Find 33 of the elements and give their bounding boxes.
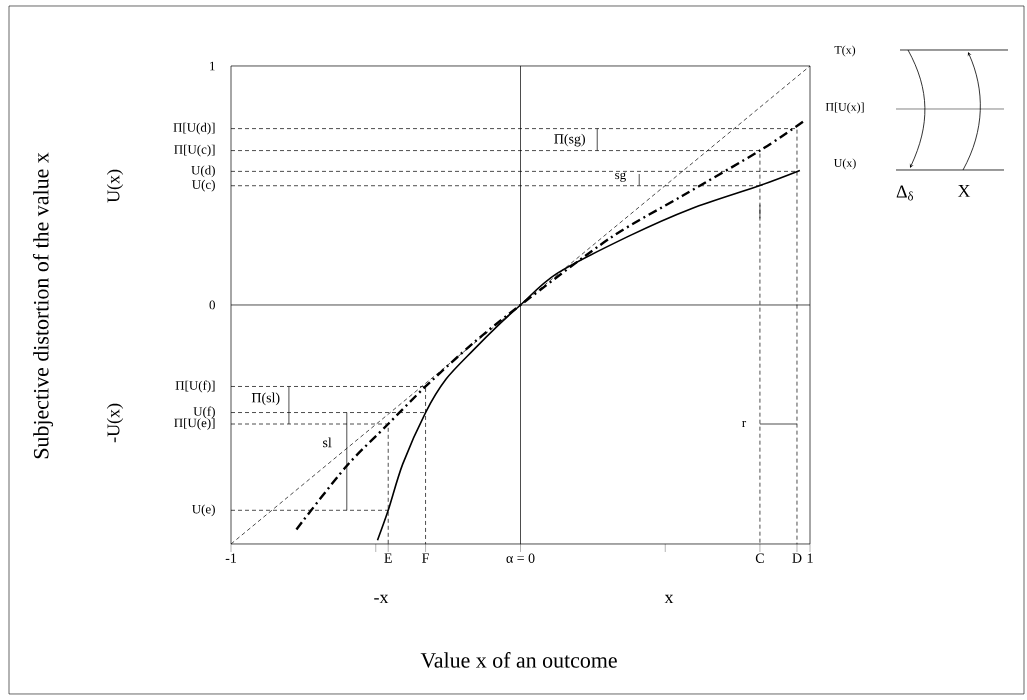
x-tick-label: D	[792, 553, 802, 563]
y-tick-label: 1	[210, 61, 215, 71]
y-tick-label: U(d)	[191, 165, 215, 178]
y-tick-label: Π[U(d)]	[173, 122, 215, 135]
annotation: sg	[615, 172, 626, 182]
y-tick-label: U(f)	[193, 406, 215, 419]
x-tick-label: C	[755, 553, 764, 563]
x-tick-label: 1	[807, 553, 813, 563]
y-tick-label: Π[U(f)]	[175, 380, 215, 393]
x-axis-title: Value x of an outcome	[420, 652, 617, 668]
annotation: Π(sl)	[251, 392, 280, 406]
y-tick-label: Π[U(c)]	[174, 144, 215, 157]
text: X	[957, 185, 971, 197]
y-tick-label: Π[U(e)]	[174, 418, 215, 430]
x-tick-label: E	[384, 553, 392, 563]
annotation: r	[742, 420, 747, 428]
text: x	[664, 594, 674, 604]
y-tick-label: U(c)	[192, 179, 215, 192]
x-tick-label: F	[422, 553, 429, 563]
text: Π[U(x)]	[825, 102, 864, 114]
x-tick-label: α = 0	[506, 553, 535, 563]
x-tick-label: -1	[225, 553, 236, 563]
annotation: sl	[323, 437, 332, 448]
text: -x	[374, 594, 389, 604]
text: U(x)	[833, 158, 856, 170]
text: T(x)	[834, 45, 856, 57]
text: Subjective distortion of the value x	[32, 152, 54, 459]
text: U(x)	[106, 169, 124, 203]
annotation: Π(sg)	[554, 133, 585, 147]
text: -U(x)	[106, 403, 124, 443]
y-tick-label: U(e)	[192, 504, 215, 517]
text: Δ$_{δ}$	[896, 185, 913, 201]
y-tick-label: 0	[209, 300, 215, 310]
